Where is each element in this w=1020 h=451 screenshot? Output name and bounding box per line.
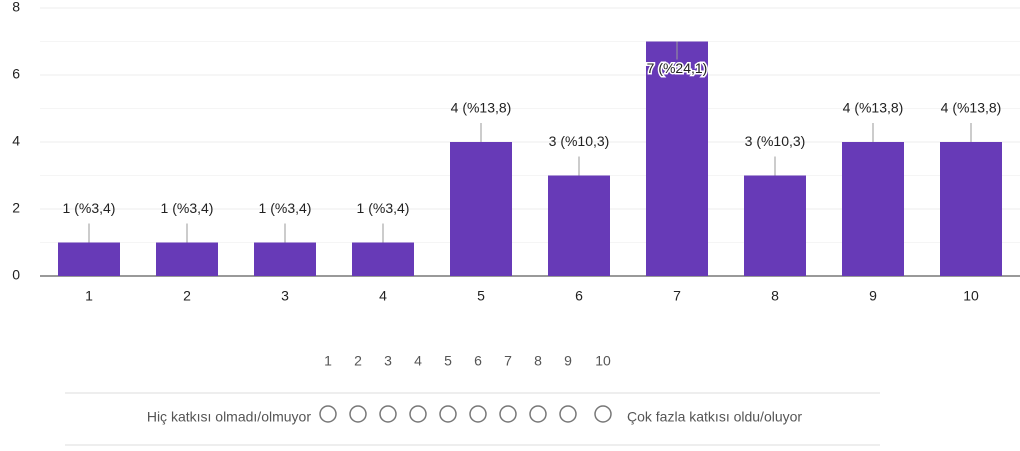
value-label: 1 (%3,4) bbox=[357, 200, 410, 216]
scale-number: 8 bbox=[534, 353, 542, 369]
radio-button bbox=[379, 405, 397, 423]
x-tick-label: 5 bbox=[477, 288, 485, 304]
radio-button bbox=[559, 405, 577, 423]
bar bbox=[450, 142, 512, 276]
radio-button bbox=[529, 405, 547, 423]
scale-number: 3 bbox=[384, 353, 392, 369]
x-tick-label: 2 bbox=[183, 288, 191, 304]
bar bbox=[744, 175, 806, 276]
bar bbox=[646, 41, 708, 276]
scale-number: 2 bbox=[354, 353, 362, 369]
radio-button bbox=[319, 405, 337, 423]
value-label: 4 (%13,8) bbox=[451, 100, 512, 116]
scale-number: 4 bbox=[414, 353, 422, 369]
x-tick-label: 3 bbox=[281, 288, 289, 304]
y-tick-label: 0 bbox=[12, 267, 20, 283]
scale-number: 7 bbox=[504, 353, 512, 369]
x-tick-label: 8 bbox=[771, 288, 779, 304]
x-tick-label: 10 bbox=[963, 288, 979, 304]
bar bbox=[254, 242, 316, 276]
bar bbox=[58, 242, 120, 276]
radio-button bbox=[594, 405, 612, 423]
x-tick-label: 7 bbox=[673, 288, 681, 304]
y-tick-label: 4 bbox=[12, 133, 20, 149]
x-tick-label: 4 bbox=[379, 288, 387, 304]
y-tick-label: 6 bbox=[12, 66, 20, 82]
scale-number: 6 bbox=[474, 353, 482, 369]
bar bbox=[940, 142, 1002, 276]
radio-button bbox=[349, 405, 367, 423]
scale-right-label: Çok fazla katkısı oldu/oluyor bbox=[627, 409, 802, 425]
value-label: 4 (%13,8) bbox=[941, 100, 1002, 116]
x-tick-label: 1 bbox=[85, 288, 93, 304]
y-tick-label: 8 bbox=[12, 0, 20, 15]
value-label: 1 (%3,4) bbox=[259, 200, 312, 216]
bar bbox=[352, 242, 414, 276]
scale-number: 1 bbox=[324, 353, 332, 369]
y-tick-label: 2 bbox=[12, 200, 20, 216]
scale-number: 9 bbox=[564, 353, 572, 369]
radio-button bbox=[439, 405, 457, 423]
x-tick-label: 6 bbox=[575, 288, 583, 304]
radio-button bbox=[499, 405, 517, 423]
bar bbox=[842, 142, 904, 276]
bar bbox=[548, 175, 610, 276]
radio-button bbox=[469, 405, 487, 423]
value-label: 1 (%3,4) bbox=[63, 200, 116, 216]
x-tick-label: 9 bbox=[869, 288, 877, 304]
bar bbox=[156, 242, 218, 276]
scale: Hiç katkısı olmadı/olmuyor Çok fazla kat… bbox=[147, 353, 803, 425]
value-label: 1 (%3,4) bbox=[161, 200, 214, 216]
value-label: 3 (%10,3) bbox=[549, 133, 610, 149]
scale-left-label: Hiç katkısı olmadı/olmuyor bbox=[147, 409, 311, 425]
scale-number: 5 bbox=[444, 353, 452, 369]
value-label: 4 (%13,8) bbox=[843, 100, 904, 116]
scale-number: 10 bbox=[595, 353, 611, 369]
radio-button bbox=[409, 405, 427, 423]
value-label: 7 (%24,1) bbox=[647, 60, 708, 76]
value-label: 3 (%10,3) bbox=[745, 133, 806, 149]
